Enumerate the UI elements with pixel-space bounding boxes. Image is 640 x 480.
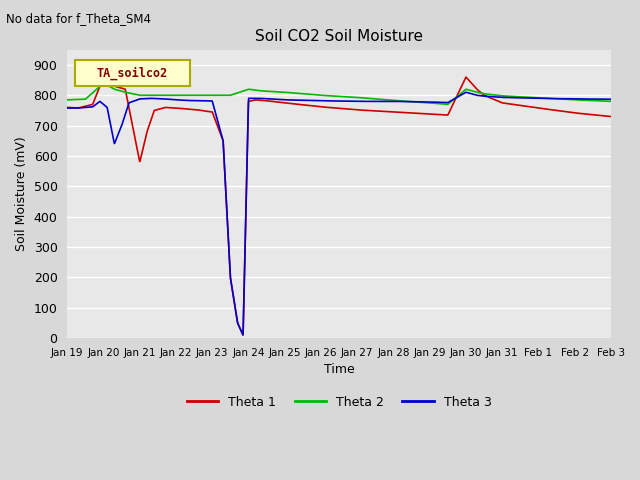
Theta 2 bbox=[591, 98, 599, 104]
Theta 1 bbox=[328, 105, 336, 110]
Theta 1 bbox=[63, 105, 71, 110]
Theta 3 bbox=[314, 98, 321, 104]
Theta 2 bbox=[607, 98, 615, 104]
Theta 1 bbox=[239, 332, 247, 338]
Theta 1 bbox=[607, 114, 615, 120]
Theta 3 bbox=[462, 89, 470, 95]
Theta 1 bbox=[492, 97, 500, 103]
Text: No data for f_Theta_SM4: No data for f_Theta_SM4 bbox=[6, 12, 152, 25]
Theta 3 bbox=[591, 96, 599, 102]
Theta 2 bbox=[444, 101, 452, 107]
Theta 2 bbox=[592, 98, 600, 104]
Theta 3 bbox=[239, 332, 247, 338]
Theta 2 bbox=[492, 92, 500, 98]
Theta 1 bbox=[314, 104, 321, 109]
Theta 2 bbox=[328, 93, 336, 99]
Theta 1 bbox=[91, 96, 99, 101]
Line: Theta 1: Theta 1 bbox=[67, 77, 611, 335]
Theta 1 bbox=[591, 112, 599, 118]
X-axis label: Time: Time bbox=[324, 363, 355, 376]
Title: Soil CO2 Soil Moisture: Soil CO2 Soil Moisture bbox=[255, 29, 423, 44]
FancyBboxPatch shape bbox=[76, 60, 189, 86]
Theta 1 bbox=[462, 74, 470, 80]
Theta 3 bbox=[592, 96, 600, 102]
Theta 2 bbox=[100, 80, 108, 86]
Theta 2 bbox=[91, 88, 99, 94]
Line: Theta 2: Theta 2 bbox=[67, 83, 611, 104]
Theta 2 bbox=[314, 92, 321, 98]
Theta 3 bbox=[91, 102, 99, 108]
Line: Theta 3: Theta 3 bbox=[67, 92, 611, 335]
Text: TA_soilco2: TA_soilco2 bbox=[97, 66, 168, 80]
Theta 1 bbox=[592, 112, 600, 118]
Theta 3 bbox=[328, 98, 336, 104]
Y-axis label: Soil Moisture (mV): Soil Moisture (mV) bbox=[15, 137, 28, 252]
Theta 2 bbox=[63, 97, 71, 103]
Theta 3 bbox=[607, 96, 615, 102]
Theta 3 bbox=[492, 94, 500, 100]
Legend: Theta 1, Theta 2, Theta 3: Theta 1, Theta 2, Theta 3 bbox=[182, 391, 497, 414]
Theta 3 bbox=[63, 105, 71, 111]
